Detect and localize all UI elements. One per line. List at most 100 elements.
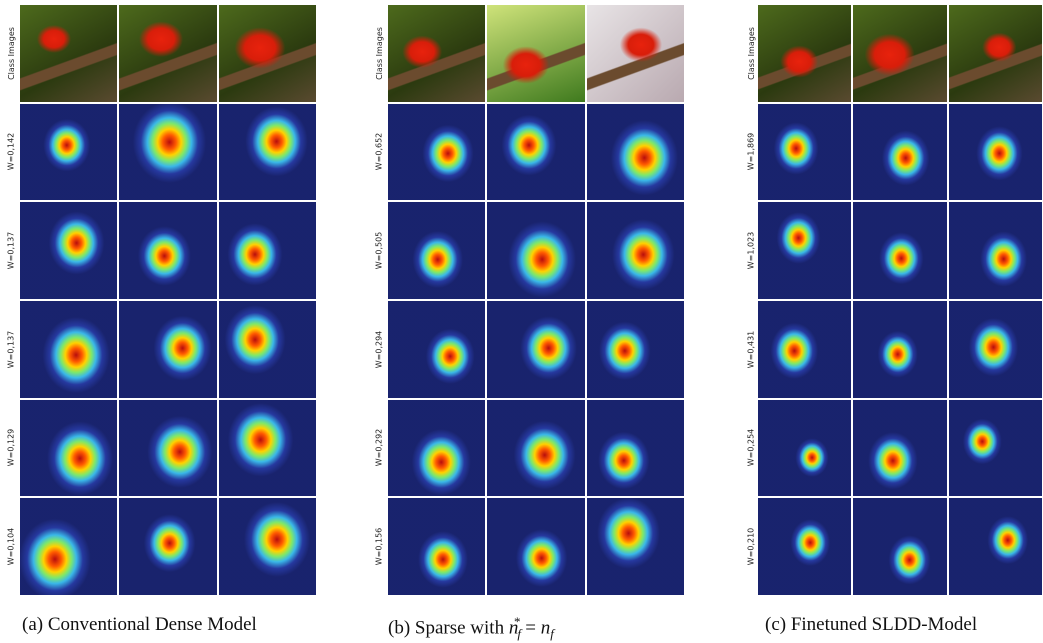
heatmap-image <box>119 400 216 497</box>
row-label-text: W=0,505 <box>375 232 384 270</box>
heatmap-image <box>853 301 946 398</box>
heatmap-image <box>949 104 1042 201</box>
heatmap-image <box>949 498 1042 595</box>
heatmap-image <box>758 104 851 201</box>
heatmap-image <box>587 498 684 595</box>
heatmap-image <box>853 498 946 595</box>
image-grid <box>758 5 1042 595</box>
heatmap-image <box>758 400 851 497</box>
heatmap-image <box>949 400 1042 497</box>
heatmap-image <box>487 498 584 595</box>
row-label: W=0,652 <box>370 104 388 201</box>
heatmap-image <box>487 400 584 497</box>
class-image <box>758 5 851 102</box>
class-image <box>587 5 684 102</box>
row-label-text: W=0,652 <box>375 133 384 171</box>
heatmap-image <box>487 104 584 201</box>
row-label-text: W=0,431 <box>747 331 756 369</box>
row-label-text: W=0,104 <box>7 528 16 566</box>
row-label: W=0,156 <box>370 498 388 595</box>
heatmap-image <box>388 202 485 299</box>
row-label: W=0,292 <box>370 400 388 497</box>
row-label-text: Class Images <box>747 27 756 80</box>
row-label: W=0,104 <box>2 498 20 595</box>
heatmap-image <box>853 202 946 299</box>
heatmap-image <box>587 104 684 201</box>
image-grid <box>388 5 684 595</box>
row-label-text: W=0,210 <box>747 528 756 566</box>
row-label: Class Images <box>2 5 20 102</box>
class-image <box>119 5 216 102</box>
heatmap-image <box>949 301 1042 398</box>
row-label: W=0,294 <box>370 301 388 398</box>
caption-text: (a) Conventional Dense Model <box>22 614 257 635</box>
row-label-text: W=0,294 <box>375 331 384 369</box>
caption-text: = <box>520 617 540 638</box>
heatmap-image <box>20 202 117 299</box>
heatmap-image <box>219 400 316 497</box>
row-label-text: W=1,869 <box>747 133 756 171</box>
class-image <box>487 5 584 102</box>
heatmap-image <box>758 301 851 398</box>
row-labels: Class Images W=0,652 W=0,505 W=0,294 W=0,292… <box>370 5 388 595</box>
row-label: W=0,137 <box>2 202 20 299</box>
panel: Class Images W=0,142 W=0,137 W=0,137 W=0,129… <box>2 5 316 595</box>
row-label-text: W=0,292 <box>375 429 384 467</box>
panel: Class Images W=0,652 W=0,505 W=0,294 W=0,292… <box>370 5 684 595</box>
image-grid <box>20 5 316 595</box>
row-label-text: W=1,023 <box>747 232 756 270</box>
row-label-text: W=0,142 <box>7 133 16 171</box>
heatmap-image <box>487 202 584 299</box>
heatmap-image <box>20 400 117 497</box>
heatmap-image <box>119 202 216 299</box>
row-labels: Class Images W=0,142 W=0,137 W=0,137 W=0,129… <box>2 5 20 595</box>
row-label: W=0,142 <box>2 104 20 201</box>
heatmap-image <box>219 498 316 595</box>
class-image <box>20 5 117 102</box>
heatmap-image <box>949 202 1042 299</box>
caption-text: n <box>541 617 551 638</box>
row-label-text: W=0,137 <box>7 232 16 270</box>
heatmap-image <box>853 104 946 201</box>
row-label-text: W=0,156 <box>375 528 384 566</box>
heatmap-image <box>388 400 485 497</box>
heatmap-image <box>119 498 216 595</box>
heatmap-image <box>20 498 117 595</box>
row-label: Class Images <box>370 5 388 102</box>
heatmap-image <box>388 301 485 398</box>
heatmap-image <box>388 104 485 201</box>
row-label-text: W=0,129 <box>7 429 16 467</box>
heatmap-image <box>758 498 851 595</box>
caption-text: (b) Sparse with <box>388 617 509 638</box>
caption-text: (c) Finetuned SLDD-Model <box>765 614 977 635</box>
row-label: W=0,137 <box>2 301 20 398</box>
caption-text: f <box>550 626 554 641</box>
class-image <box>388 5 485 102</box>
heatmap-image <box>20 104 117 201</box>
row-label-text: W=0,137 <box>7 331 16 369</box>
caption: (c) Finetuned SLDD-Model <box>765 614 977 636</box>
heatmap-image <box>587 400 684 497</box>
heatmap-image <box>219 301 316 398</box>
row-label-text: Class Images <box>375 27 384 80</box>
heatmap-image <box>219 202 316 299</box>
row-label: W=0,129 <box>2 400 20 497</box>
heatmap-image <box>388 498 485 595</box>
heatmap-image <box>758 202 851 299</box>
panel: Class Images W=1,869 W=1,023 W=0,431 W=0,254… <box>742 5 1042 595</box>
caption: (b) Sparse with nf* = nf <box>388 614 554 642</box>
heatmap-image <box>20 301 117 398</box>
class-image <box>853 5 946 102</box>
row-label-text: Class Images <box>7 27 16 80</box>
heatmap-image <box>487 301 584 398</box>
heatmap-image <box>119 301 216 398</box>
class-image <box>219 5 316 102</box>
row-label: W=0,505 <box>370 202 388 299</box>
heatmap-image <box>587 301 684 398</box>
heatmap-image <box>219 104 316 201</box>
heatmap-image <box>853 400 946 497</box>
heatmap-image <box>119 104 216 201</box>
class-image <box>949 5 1042 102</box>
page: Class Images W=0,142 W=0,137 W=0,137 W=0,129… <box>0 0 1043 643</box>
row-label-text: W=0,254 <box>747 429 756 467</box>
